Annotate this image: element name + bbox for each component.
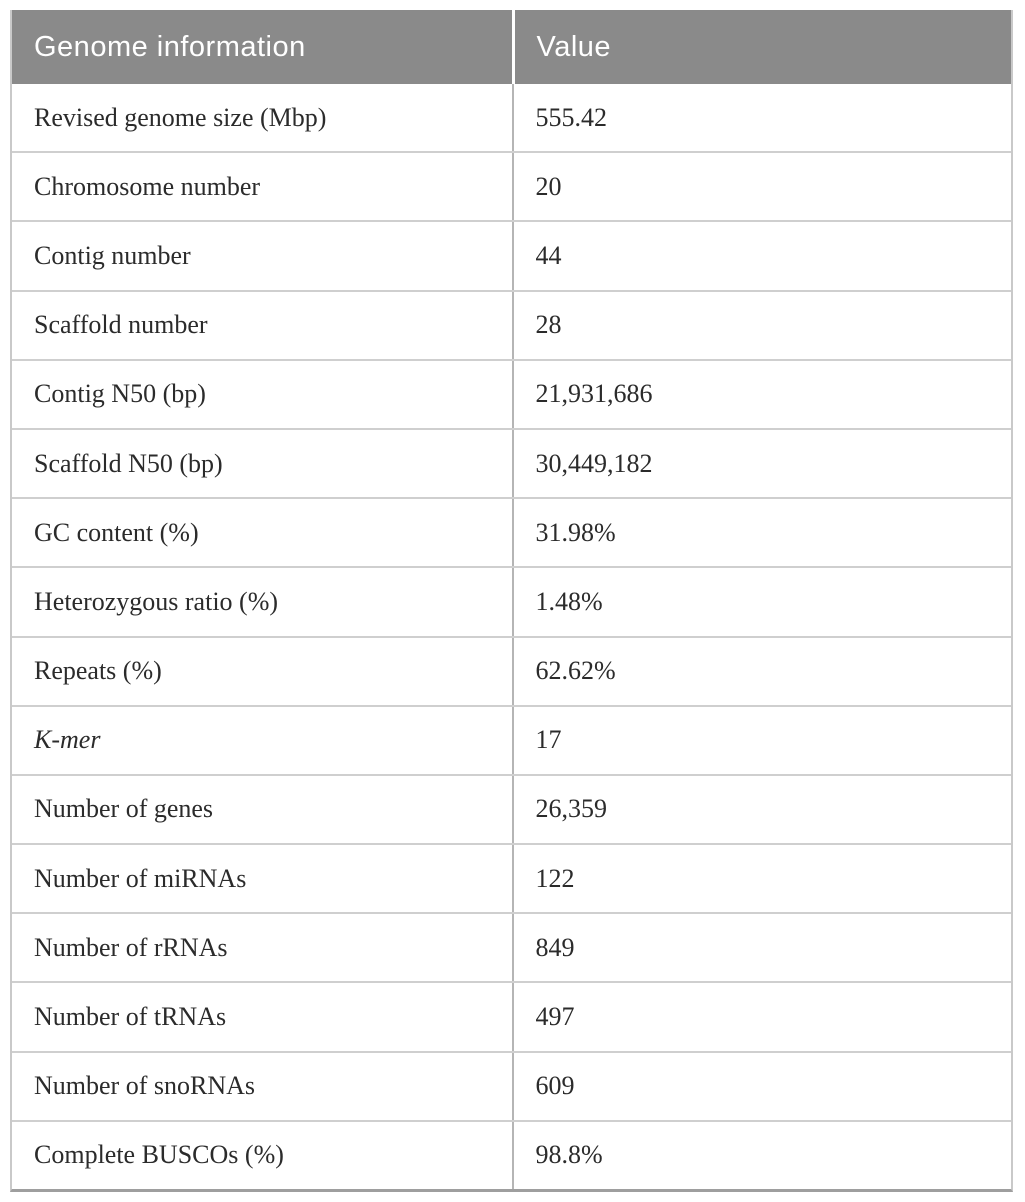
table-row: Chromosome number 20 — [12, 151, 1012, 221]
genome-info-value: 609 — [511, 1052, 1012, 1120]
genome-info-label: Heterozygous ratio (%) — [34, 586, 279, 616]
genome-info-label: Contig N50 (bp) — [34, 379, 206, 409]
table-row: Scaffold N50 (bp) 30,449,182 — [12, 427, 1012, 498]
genome-info-label: Scaffold number — [34, 310, 208, 340]
table-row: Repeats (%) 62.62% — [12, 635, 1012, 705]
table-row: Contig number 44 — [12, 220, 1012, 290]
genome-info-value: 44 — [511, 222, 1012, 290]
genome-info-value: 26,359 — [511, 775, 1012, 844]
table-row: Number of snoRNAs 609 — [12, 1050, 1012, 1120]
table-row: Contig N50 (bp) 21,931,686 — [12, 358, 1012, 428]
genome-info-label: Complete BUSCOs (%) — [34, 1140, 284, 1170]
table-header-row: Genome information Value — [12, 10, 1011, 84]
genome-info-label: Number of rRNAs — [34, 932, 228, 962]
table-row: Number of rRNAs 849 — [12, 912, 1012, 982]
table-body: Revised genome size (Mbp) 555.42 Chromosom… — [12, 84, 1011, 1189]
genome-info-label: K-mer — [34, 725, 101, 755]
genome-info-label: Chromosome number — [34, 171, 261, 201]
genome-info-value: 31.98% — [511, 499, 1012, 567]
header-value: Value — [511, 10, 1012, 84]
genome-info-value: 62.62% — [511, 637, 1012, 705]
genome-info-label: Scaffold N50 (bp) — [34, 448, 223, 478]
table-row: Revised genome size (Mbp) 555.42 — [12, 84, 1012, 152]
genome-summary-table: Genome information Value Revised genome … — [10, 10, 1013, 1192]
genome-info-value: 98.8% — [511, 1121, 1012, 1189]
header-genome-information: Genome information — [34, 30, 306, 63]
table-row: GC content (%) 31.98% — [12, 497, 1012, 567]
genome-info-label: Number of tRNAs — [34, 1002, 227, 1032]
table-row: K-mer 17 — [12, 704, 1012, 774]
table-row: Complete BUSCOs (%) 98.8% — [12, 1119, 1012, 1189]
genome-info-label: Number of snoRNAs — [34, 1071, 255, 1101]
genome-info-value: 849 — [511, 914, 1012, 982]
table-row: Number of tRNAs 497 — [12, 981, 1012, 1051]
table-row: Number of miRNAs 122 — [12, 843, 1012, 913]
genome-info-label: GC content (%) — [34, 517, 199, 547]
genome-info-label: Revised genome size (Mbp) — [34, 102, 327, 132]
genome-info-value: 20 — [511, 153, 1012, 221]
genome-info-value: 30,449,182 — [511, 429, 1012, 498]
genome-info-label: Number of miRNAs — [34, 863, 247, 893]
genome-info-value: 17 — [511, 706, 1012, 774]
table-row: Scaffold number 28 — [12, 289, 1012, 359]
genome-info-value: 1.48% — [511, 568, 1012, 636]
genome-info-label: Contig number — [34, 240, 191, 270]
table-row: Heterozygous ratio (%) 1.48% — [12, 566, 1012, 636]
genome-info-value: 122 — [511, 845, 1012, 913]
genome-info-label: Number of genes — [34, 794, 214, 824]
genome-info-value: 28 — [511, 291, 1012, 359]
genome-info-label: Repeats (%) — [34, 656, 162, 686]
table-row: Number of genes 26,359 — [12, 773, 1012, 844]
genome-info-value: 555.42 — [511, 84, 1012, 152]
genome-info-value: 21,931,686 — [511, 360, 1012, 428]
genome-info-value: 497 — [511, 983, 1012, 1051]
